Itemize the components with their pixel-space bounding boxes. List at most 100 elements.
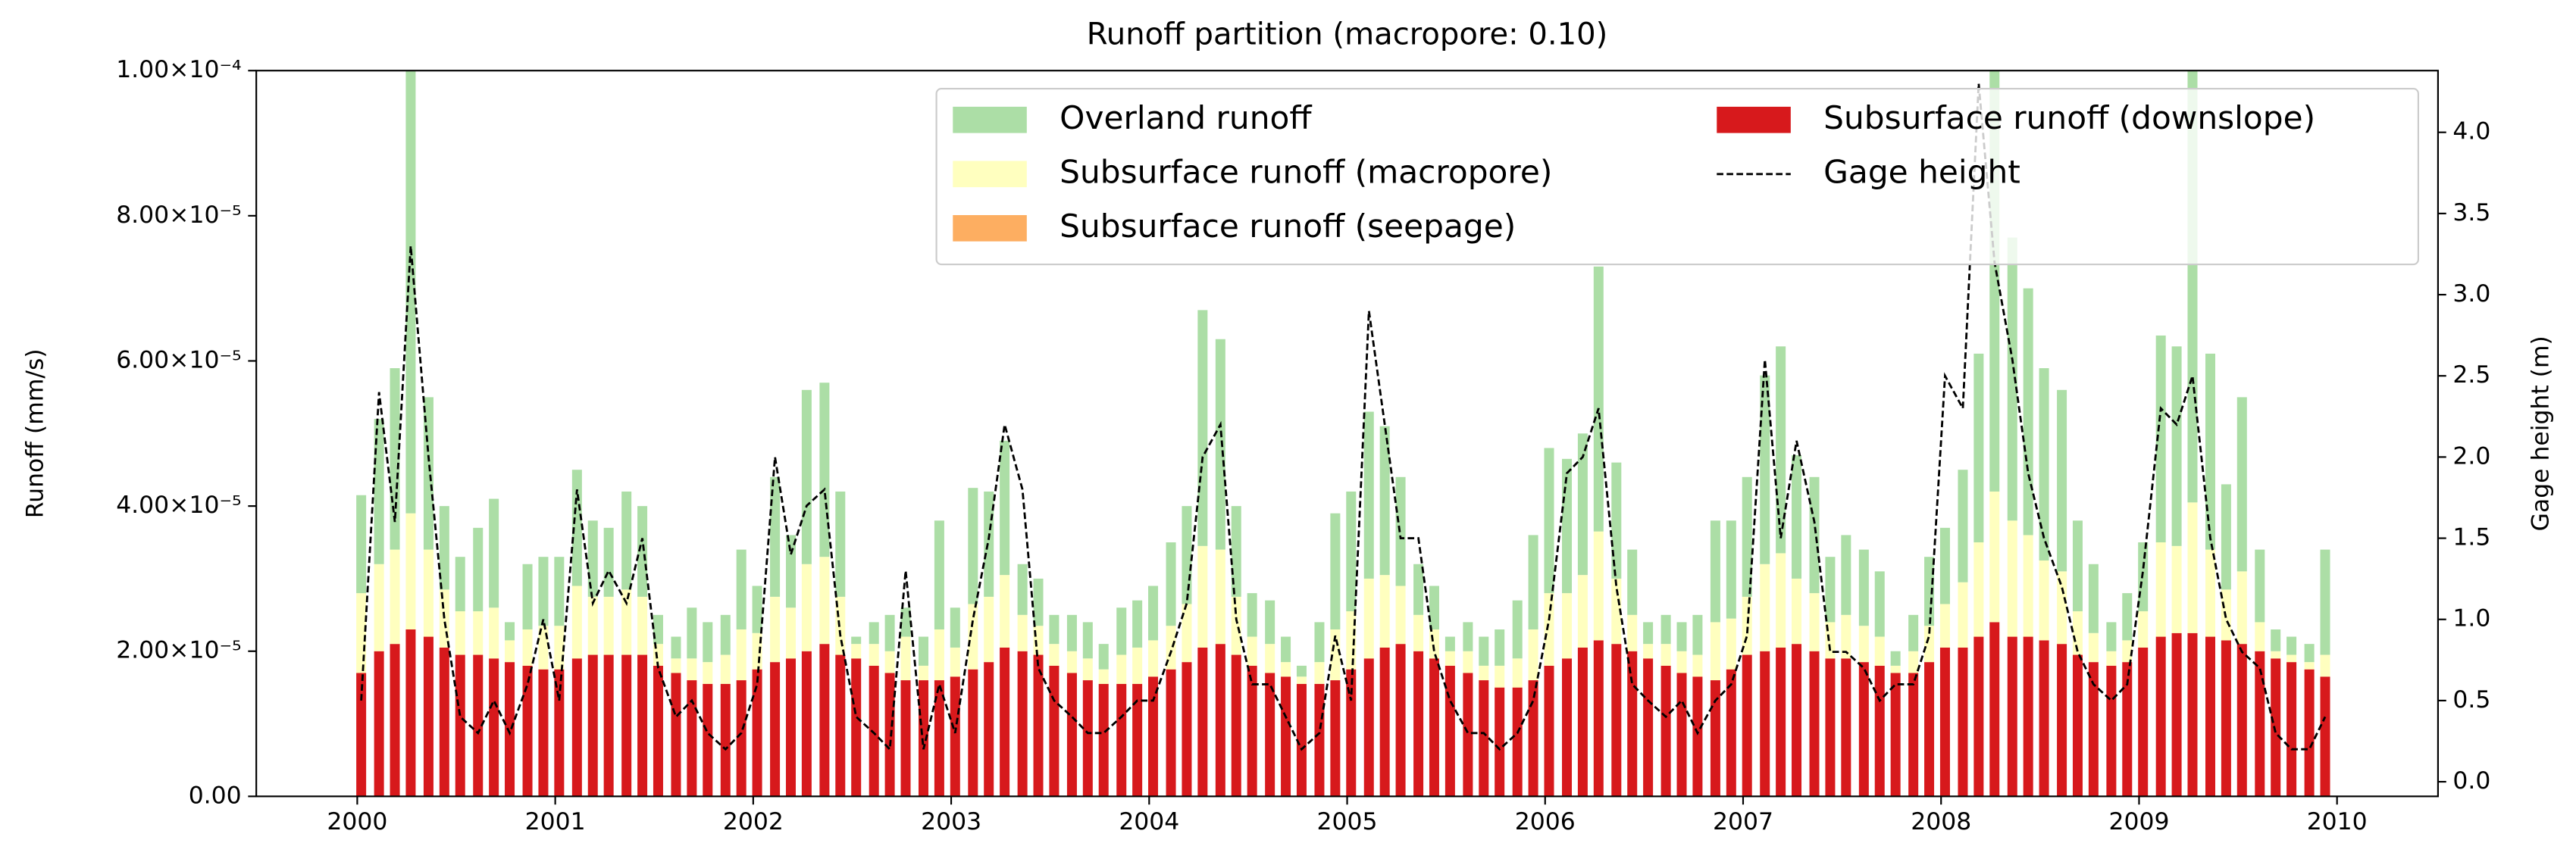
bar-segment	[405, 70, 416, 514]
y-tick-label: 1.00×10⁻⁴	[116, 56, 241, 83]
bar-segment	[1066, 614, 1077, 651]
y2-tick-label: 0.5	[2452, 686, 2490, 714]
chart-title: Runoff partition (macropore: 0.10)	[1087, 17, 1608, 52]
y2-tick-label: 1.5	[2452, 524, 2490, 551]
y2-tick-label: 2.0	[2452, 442, 2490, 470]
bar-segment	[1710, 622, 1720, 681]
bar-segment	[1676, 673, 1687, 797]
bar-segment	[2039, 560, 2049, 641]
bar-segment	[1148, 586, 1159, 641]
bar-segment	[1182, 506, 1192, 604]
bar-segment	[950, 607, 960, 648]
bar-segment	[1395, 586, 1406, 645]
bar-segment	[1593, 531, 1604, 641]
bar-segment	[390, 644, 400, 797]
bar-segment	[1890, 673, 1901, 797]
bar-segment	[587, 520, 598, 597]
bar-segment	[1841, 614, 1851, 659]
bar-segment	[1247, 636, 1257, 666]
bar-segment	[1776, 346, 1786, 554]
bar-segment	[522, 564, 533, 629]
bar-segment	[1643, 622, 1654, 645]
bar-segment	[1561, 658, 1573, 797]
bar-segment	[571, 658, 582, 797]
y2-tick-label: 0.0	[2452, 767, 2490, 795]
bar-segment	[1197, 545, 1208, 648]
bar-segment	[1296, 665, 1307, 677]
y2-tick-label: 1.0	[2452, 605, 2490, 632]
legend-label: Subsurface runoff (seepage)	[1060, 208, 1516, 245]
bar-segment	[2271, 658, 2281, 797]
bar-segment	[1809, 476, 1820, 594]
bar-segment	[522, 665, 533, 797]
bar-segment	[1825, 557, 1836, 623]
bar-segment	[1841, 535, 1851, 615]
bar-segment	[1000, 647, 1010, 797]
bar-segment	[1577, 433, 1588, 576]
bar-segment	[1098, 669, 1109, 684]
bar-segment	[2205, 636, 2216, 797]
bar-segment	[1379, 647, 1390, 797]
bar-segment	[1413, 651, 1424, 797]
bar-segment	[1445, 651, 1455, 666]
bar-segment	[489, 658, 499, 797]
bar-segment	[1445, 665, 1455, 797]
bar-segment	[2205, 549, 2216, 637]
bar-segment	[1924, 626, 1935, 663]
legend-label: Subsurface runoff (downslope)	[1823, 99, 2315, 136]
bar-segment	[687, 658, 697, 681]
x-tick-label: 2003	[921, 808, 981, 835]
bar-segment	[505, 662, 515, 797]
bar-segment	[1265, 673, 1275, 797]
bar-segment	[603, 654, 614, 797]
bar-segment	[2106, 651, 2117, 666]
bar-segment	[1660, 614, 1671, 645]
bar-segment	[1544, 448, 1554, 594]
x-tick-label: 2002	[723, 808, 784, 835]
bar-segment	[1429, 586, 1439, 629]
bar-segment	[1611, 644, 1622, 797]
bar-segment	[770, 476, 781, 597]
legend-label: Gage height	[1823, 153, 2020, 190]
x-tick-label: 2000	[327, 808, 387, 835]
y2-tick-label: 4.0	[2452, 118, 2490, 145]
y2-tick-label: 2.5	[2452, 361, 2490, 389]
bar-segment	[1166, 542, 1176, 626]
bar-segment	[1182, 604, 1192, 663]
bar-segment	[1973, 542, 1984, 637]
bar-segment	[835, 654, 846, 797]
bar-segment	[390, 549, 400, 645]
bar-segment	[2236, 571, 2247, 645]
bar-segment	[1281, 636, 1291, 663]
bar-segment	[2286, 654, 2297, 663]
bar-segment	[1611, 462, 1622, 579]
bar-segment	[785, 535, 796, 608]
bar-segment	[1643, 658, 1654, 797]
bar-segment	[1082, 680, 1093, 797]
bar-segment	[1776, 553, 1786, 648]
bar-segment	[1314, 683, 1325, 797]
bar-segment	[2320, 654, 2330, 677]
y-axis-label: Runoff (mm/s)	[22, 348, 49, 518]
bar-segment	[390, 368, 400, 550]
bar-segment	[2007, 237, 2017, 521]
bar-segment	[934, 629, 944, 681]
bar-segment	[1858, 626, 1869, 663]
bar-segment	[1710, 680, 1720, 797]
bar-segment	[950, 647, 960, 677]
bar-segment	[950, 676, 960, 797]
bar-segment	[1742, 654, 1752, 797]
bar-segment	[2221, 484, 2231, 590]
bar-segment	[1825, 658, 1836, 797]
bar-segment	[1939, 527, 1950, 604]
bar-segment	[1512, 687, 1523, 797]
bar-segment	[1809, 593, 1820, 651]
bar-segment	[2286, 662, 2297, 797]
bar-segment	[1463, 622, 1473, 651]
legend-label: Overland runoff	[1060, 99, 1312, 136]
bar-segment	[1379, 575, 1390, 648]
bar-segment	[2187, 502, 2198, 633]
bar-segment	[1215, 549, 1225, 645]
bar-segment	[1231, 596, 1241, 655]
legend-swatch	[1717, 106, 1791, 133]
